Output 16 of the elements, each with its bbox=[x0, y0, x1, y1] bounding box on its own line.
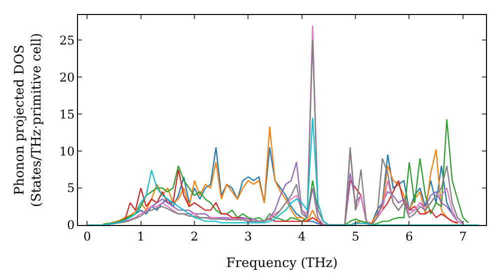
y-tick-label: 10 bbox=[59, 144, 75, 158]
y-tick-label: 20 bbox=[59, 70, 75, 84]
x-tick-label: 6 bbox=[405, 229, 414, 244]
x-tick-label: 2 bbox=[190, 229, 198, 244]
y-tick-label: 15 bbox=[59, 107, 75, 122]
x-tick-label: 1 bbox=[136, 229, 145, 244]
x-tick-label: 7 bbox=[459, 229, 467, 244]
y-tick-label: 5 bbox=[66, 181, 75, 196]
y-tick-label: 0 bbox=[66, 218, 75, 232]
x-tick-label: 3 bbox=[244, 229, 252, 244]
x-tick-label: 5 bbox=[352, 229, 360, 244]
y-tick-label: 25 bbox=[59, 33, 75, 48]
y-axis-title: Phonon projected DOS (States/THz·primitive cell) bbox=[12, 32, 44, 208]
x-axis-title: Frequency (THz) bbox=[226, 256, 338, 271]
x-tick-label: 4 bbox=[298, 229, 306, 244]
x-tick-label: 0 bbox=[83, 229, 91, 244]
